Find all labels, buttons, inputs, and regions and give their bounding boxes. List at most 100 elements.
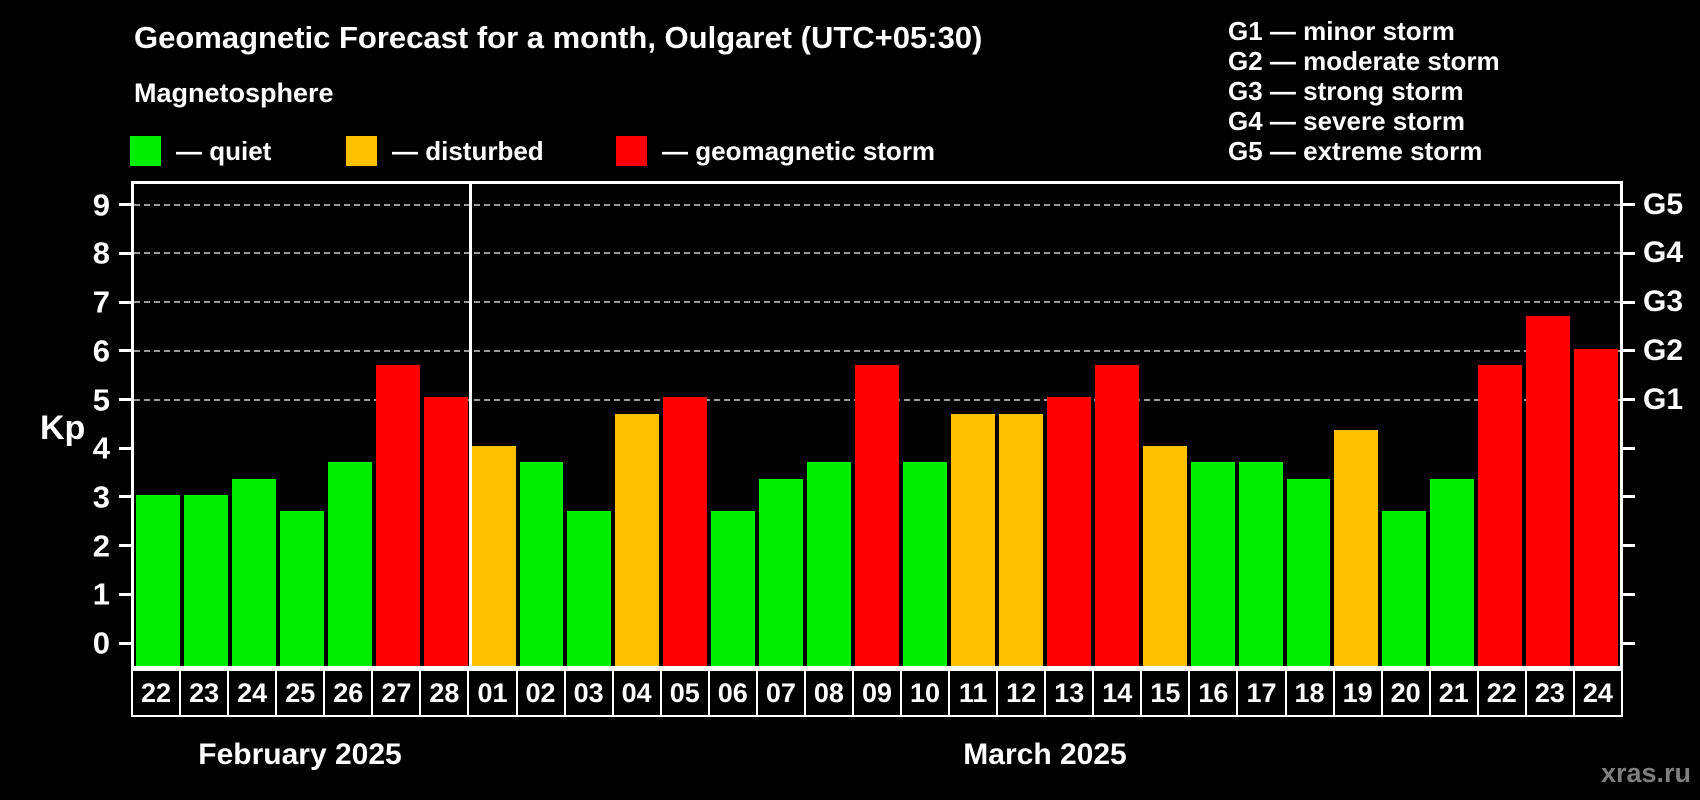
left-tick-2 <box>119 544 131 547</box>
gridline-kp8 <box>134 252 1620 255</box>
kp-bar-17 <box>1238 462 1283 666</box>
date-label-mar-17: 17 <box>1236 669 1287 717</box>
y-tick-label-2: 2 <box>92 528 110 564</box>
kp-bar-18 <box>1286 479 1331 666</box>
chart-subtitle: Magnetosphere <box>134 78 334 108</box>
bar-slot-05 <box>661 184 709 666</box>
kp-bar-10 <box>903 462 947 666</box>
kp-bar-12 <box>998 414 1043 666</box>
g2-legend-line: G2 — moderate storm <box>1228 46 1500 76</box>
date-label-feb-26: 26 <box>323 669 374 717</box>
g-level-label-g1: G1 <box>1643 383 1684 416</box>
gridline-kp6 <box>134 349 1620 352</box>
kp-bar-16 <box>1190 462 1235 666</box>
kp-bar-14 <box>1094 365 1139 666</box>
kp-bar-04 <box>615 414 660 666</box>
left-tick-8 <box>119 252 131 255</box>
date-label-mar-13: 13 <box>1044 669 1095 717</box>
kp-bar-15 <box>1142 446 1187 666</box>
legend-item-disturbed: — disturbed <box>346 135 544 167</box>
date-label-mar-14: 14 <box>1092 669 1143 717</box>
kp-bar-07 <box>759 479 804 666</box>
date-label-mar-18: 18 <box>1284 669 1335 717</box>
date-label-mar-19: 19 <box>1332 669 1383 717</box>
quiet-legend-label: — quiet <box>176 135 272 166</box>
bar-slot-23 <box>1524 184 1572 666</box>
kp-bar-01 <box>471 446 516 666</box>
kp-bar-23 <box>183 495 228 666</box>
bar-slot-24 <box>1572 184 1620 666</box>
y-tick-label-1: 1 <box>92 576 110 612</box>
kp-bar-26 <box>327 462 372 666</box>
g-scale-legend: G1 — minor storm G2 — moderate storm G3 … <box>1228 16 1500 166</box>
storm-color-swatch <box>616 136 647 166</box>
left-tick-0 <box>119 642 131 645</box>
kp-bar-02 <box>519 462 564 666</box>
bar-slot-12 <box>997 184 1045 666</box>
right-tick-6 <box>1623 349 1635 352</box>
g1-legend-line: G1 — minor storm <box>1228 16 1455 46</box>
y-tick-label-9: 9 <box>92 187 110 223</box>
bar-slot-06 <box>709 184 757 666</box>
date-label-mar-15: 15 <box>1140 669 1191 717</box>
g-level-label-g2: G2 <box>1643 334 1684 367</box>
right-tick-9 <box>1623 203 1635 206</box>
disturbed-legend-label: — disturbed <box>392 135 544 166</box>
date-label-mar-24: 24 <box>1572 669 1623 717</box>
kp-bar-28 <box>423 397 468 666</box>
bar-slot-15 <box>1141 184 1189 666</box>
left-tick-3 <box>119 495 131 498</box>
storm-legend-label: — geomagnetic storm <box>662 135 936 166</box>
date-label-mar-21: 21 <box>1428 669 1479 717</box>
page-title: Geomagnetic Forecast for a month, Oulgar… <box>134 20 983 55</box>
y-tick-label-8: 8 <box>92 235 110 271</box>
bar-slot-21 <box>1428 184 1476 666</box>
y-tick-label-6: 6 <box>92 333 110 369</box>
right-tick-5 <box>1623 398 1635 401</box>
bar-slot-27 <box>374 184 422 666</box>
bar-slot-03 <box>565 184 613 666</box>
kp-bar-23 <box>1526 316 1571 666</box>
bar-slot-01 <box>470 184 518 666</box>
kp-bar-24 <box>1574 349 1619 666</box>
date-label-mar-04: 04 <box>611 669 662 717</box>
g5-legend-line: G5 — extreme storm <box>1228 136 1483 166</box>
y-tick-label-4: 4 <box>92 430 110 466</box>
watermark: xras.ru <box>1600 758 1691 788</box>
kp-bar-24 <box>231 479 276 666</box>
left-tick-9 <box>119 203 131 206</box>
kp-bar-09 <box>855 365 899 666</box>
date-label-mar-23: 23 <box>1524 669 1575 717</box>
date-axis: 22 23 24 25 26 27 28 01 02 03 04 05 06 07 08 09 10 11 12 13… <box>131 669 1623 717</box>
date-label-feb-25: 25 <box>275 669 326 717</box>
bar-slot-11 <box>949 184 997 666</box>
kp-bar-06 <box>711 511 756 666</box>
date-label-mar-02: 02 <box>515 669 566 717</box>
right-tick-0 <box>1623 642 1635 645</box>
date-label-feb-28: 28 <box>419 669 470 717</box>
date-label-mar-09: 09 <box>851 669 902 717</box>
bar-slot-26 <box>326 184 374 666</box>
date-label-mar-22: 22 <box>1476 669 1527 717</box>
right-tick-3 <box>1623 495 1635 498</box>
y-tick-label-5: 5 <box>92 382 110 418</box>
month-separator-line <box>468 184 472 666</box>
bar-slot-22 <box>1476 184 1524 666</box>
right-tick-4 <box>1623 447 1635 450</box>
bar-slot-22 <box>134 184 182 666</box>
kp-bar-03 <box>567 511 612 666</box>
kp-bar-11 <box>950 414 995 666</box>
date-label-feb-27: 27 <box>371 669 422 717</box>
kp-bar-22 <box>136 495 180 666</box>
kp-bar-20 <box>1382 511 1427 666</box>
plot-area <box>131 181 1623 669</box>
kp-bar-27 <box>375 365 420 666</box>
bar-slot-19 <box>1332 184 1380 666</box>
kp-bar-05 <box>663 397 708 666</box>
legend-item-storm: — geomagnetic storm <box>616 135 935 167</box>
month-label-february: February 2025 <box>198 738 402 771</box>
kp-bar-22 <box>1478 365 1523 666</box>
bar-slot-10 <box>901 184 949 666</box>
bar-slot-02 <box>518 184 566 666</box>
